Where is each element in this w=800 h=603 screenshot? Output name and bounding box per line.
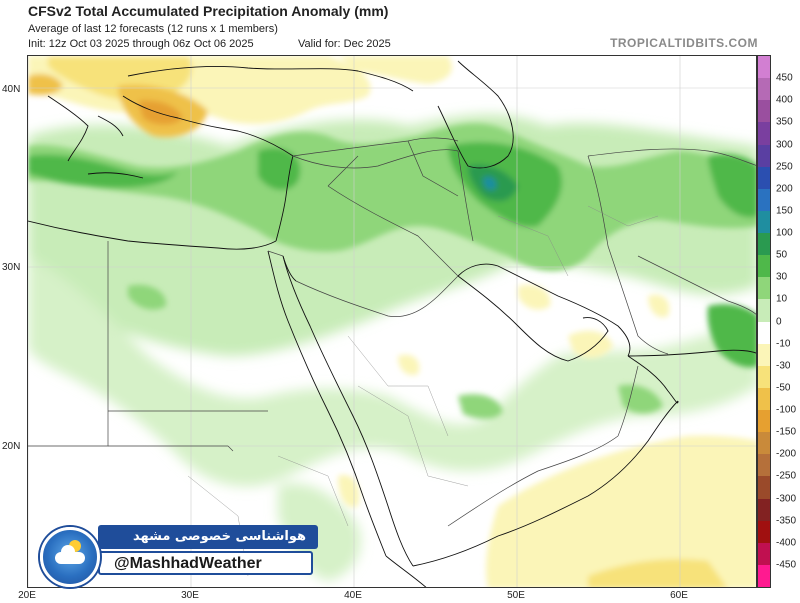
chart-subtitle-init: Init: 12z Oct 03 2025 through 06z Oct 06… bbox=[28, 38, 254, 50]
colorbar-tick-label: 0 bbox=[776, 316, 782, 327]
colorbar-segment bbox=[758, 210, 770, 233]
colorbar-segment bbox=[758, 277, 770, 300]
colorbar-tick-label: 10 bbox=[776, 293, 788, 305]
colorbar-segment bbox=[758, 122, 770, 145]
precip-anomaly-map bbox=[27, 55, 757, 588]
colorbar-tick-label: 200 bbox=[776, 183, 793, 195]
lat-label-40n: 40N bbox=[2, 84, 21, 95]
watermark-banner: هواشناسی خصوصی مشهد bbox=[98, 525, 318, 549]
colorbar-tick-label: 300 bbox=[776, 139, 793, 150]
colorbar-tick-label: 50 bbox=[776, 249, 788, 261]
country-borders bbox=[28, 137, 756, 527]
colorbar-segment bbox=[758, 343, 770, 366]
colorbar-tick-label: -10 bbox=[776, 338, 791, 350]
colorbar-tick-label: 250 bbox=[776, 161, 793, 173]
lon-label-20e: 20E bbox=[18, 590, 36, 601]
lon-label-40e: 40E bbox=[344, 590, 362, 601]
chart-subtitle-runs: Average of last 12 forecasts (12 runs x … bbox=[28, 23, 278, 35]
colorbar-tick-label: -100 bbox=[776, 404, 797, 416]
graticule bbox=[28, 56, 756, 587]
colorbar-tick-label: 30 bbox=[776, 271, 788, 283]
colorbar-segment bbox=[758, 299, 770, 322]
colorbar-tick-label: -400 bbox=[776, 537, 797, 549]
colorbar-segment bbox=[758, 476, 770, 499]
colorbar-tick-label: -200 bbox=[776, 448, 797, 460]
colorbar-segment bbox=[758, 365, 770, 388]
colorbar-segment bbox=[758, 56, 770, 79]
colorbar-tick-label: -150 bbox=[776, 426, 797, 438]
colorbar-segment bbox=[758, 410, 770, 433]
colorbar-tick-label: -350 bbox=[776, 515, 797, 527]
coastlines bbox=[28, 60, 756, 587]
mid-green-anomaly-fields bbox=[28, 123, 756, 419]
colorbar-segment bbox=[758, 78, 770, 101]
colorbar-tick-label: 350 bbox=[776, 116, 793, 128]
colorbar-segment bbox=[758, 387, 770, 410]
dry-anomaly-fields bbox=[28, 56, 756, 587]
colorbar-segment bbox=[758, 166, 770, 189]
colorbar-tick-label: -300 bbox=[776, 493, 797, 504]
lon-label-50e: 50E bbox=[507, 590, 525, 601]
colorbar-tick-label: 150 bbox=[776, 205, 793, 217]
valid-for-label: Valid for: Dec 2025 bbox=[298, 38, 391, 50]
lon-label-60e: 60E bbox=[670, 590, 688, 601]
colorbar-segment bbox=[758, 144, 770, 167]
lat-label-20n: 20N bbox=[2, 441, 21, 452]
colorbar-segment bbox=[758, 520, 770, 543]
colorbar-tick-label: -450 bbox=[776, 559, 797, 571]
colorbar bbox=[757, 55, 771, 588]
colorbar-tick-label: -30 bbox=[776, 360, 791, 372]
colorbar-tick-label: 450 bbox=[776, 72, 793, 84]
source-credit: TROPICALTIDBITS.COM bbox=[610, 36, 758, 50]
channel-watermark: هواشناسی خصوصی مشهد @MashhadWeather bbox=[38, 521, 318, 587]
lat-label-30n: 30N bbox=[2, 262, 21, 273]
colorbar-tick-label: 100 bbox=[776, 227, 793, 239]
colorbar-tick-label: 400 bbox=[776, 94, 793, 106]
cloud-icon bbox=[55, 552, 85, 564]
colorbar-segment bbox=[758, 321, 770, 344]
watermark-handle: @MashhadWeather bbox=[98, 551, 313, 575]
colorbar-segment bbox=[758, 255, 770, 278]
chart-title: CFSv2 Total Accumulated Precipitation An… bbox=[28, 3, 389, 19]
lon-label-30e: 30E bbox=[181, 590, 199, 601]
weather-logo-icon bbox=[40, 527, 100, 587]
map-svg bbox=[28, 56, 756, 587]
colorbar-segment bbox=[758, 454, 770, 477]
colorbar-segment bbox=[758, 498, 770, 521]
colorbar-segment bbox=[758, 564, 770, 587]
colorbar-tick-label: -250 bbox=[776, 470, 797, 482]
colorbar-segment bbox=[758, 542, 770, 565]
colorbar-segment bbox=[758, 432, 770, 455]
colorbar-segment bbox=[758, 233, 770, 256]
colorbar-segment bbox=[758, 100, 770, 123]
colorbar-segment bbox=[758, 188, 770, 211]
colorbar-tick-label: -50 bbox=[776, 382, 791, 394]
